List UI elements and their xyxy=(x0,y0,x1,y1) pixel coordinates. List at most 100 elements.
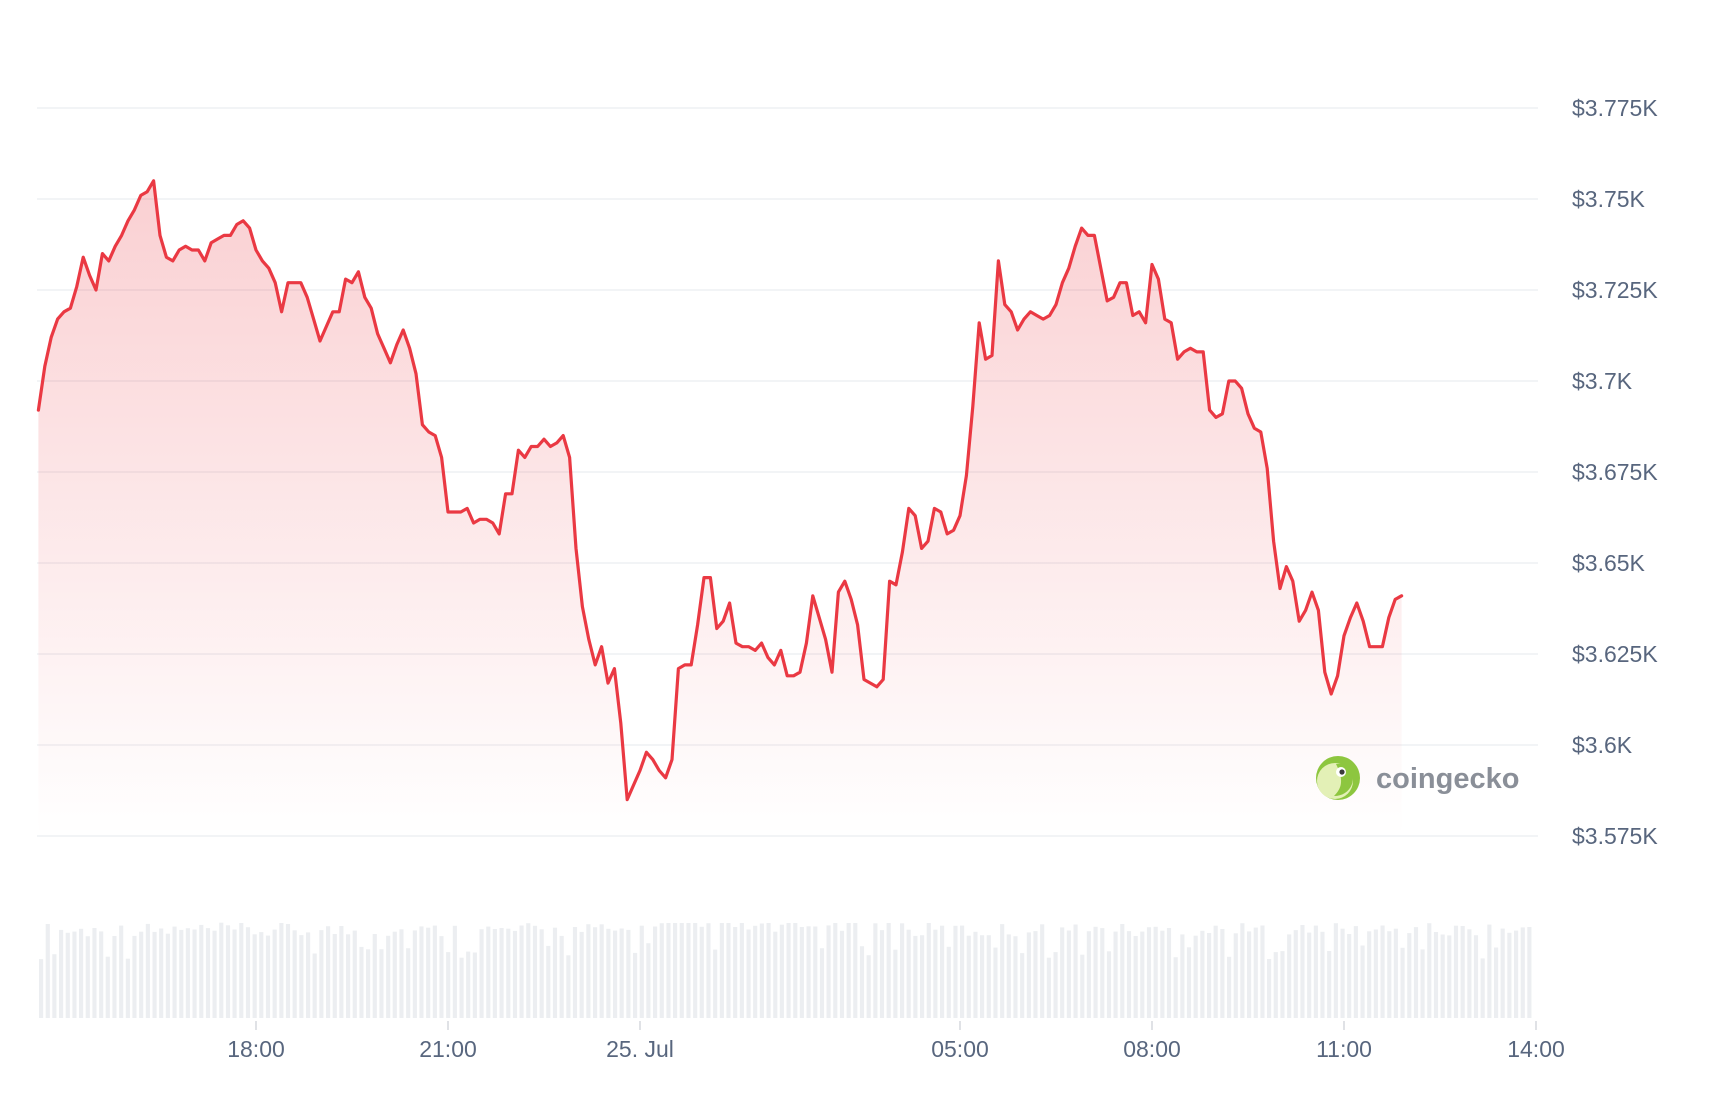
volume-bar xyxy=(599,924,604,1018)
volume-bar xyxy=(212,930,217,1018)
volume-bar xyxy=(1080,954,1085,1018)
volume-bar xyxy=(1407,933,1412,1018)
volume-bar xyxy=(833,923,838,1018)
volume-bar xyxy=(1106,951,1112,1018)
volume-bar xyxy=(793,923,798,1018)
volume-bar xyxy=(1333,923,1338,1018)
volume-bar xyxy=(719,923,724,1018)
volume-bar xyxy=(826,925,831,1018)
volume-bar xyxy=(1507,932,1512,1018)
volume-bar xyxy=(265,935,271,1018)
y-tick-label: $3.7K xyxy=(1572,368,1633,394)
x-tick-label: 05:00 xyxy=(931,1036,989,1062)
volume-bar xyxy=(839,930,845,1018)
volume-bar xyxy=(439,936,444,1018)
volume-bar xyxy=(773,931,778,1018)
volume-bar xyxy=(1000,924,1005,1018)
y-tick-label: $3.625K xyxy=(1572,641,1658,667)
volume-bar xyxy=(539,929,544,1018)
volume-bar xyxy=(886,923,891,1018)
volume-bar xyxy=(399,929,404,1018)
volume-bar xyxy=(679,923,684,1018)
volume-bar xyxy=(512,930,518,1018)
volume-bar xyxy=(125,958,130,1018)
volume-bar xyxy=(179,929,184,1018)
volume-bar xyxy=(1387,931,1392,1018)
volume-bar xyxy=(72,931,77,1018)
volume-bar xyxy=(1440,934,1445,1018)
volume-bar xyxy=(119,925,124,1018)
volume-bar xyxy=(1360,945,1365,1018)
y-axis-ticks: $3.775K $3.75K $3.725K $3.7K $3.675K $3.65K $3… xyxy=(1572,95,1658,849)
volume-bar xyxy=(866,955,871,1018)
volume-bar xyxy=(252,934,257,1018)
volume-bar xyxy=(546,945,551,1018)
x-tick-label: 14:00 xyxy=(1507,1036,1565,1062)
volume-bar xyxy=(933,929,938,1018)
volume-bar xyxy=(806,926,811,1018)
volume-bar xyxy=(1046,957,1051,1018)
volume-bar xyxy=(1160,930,1165,1018)
volume-bar xyxy=(1487,924,1492,1018)
volume-bar xyxy=(452,925,457,1018)
volume-bar xyxy=(412,930,417,1018)
volume-bar xyxy=(940,925,945,1018)
volume-bar xyxy=(579,931,584,1018)
volume-bar xyxy=(99,931,104,1018)
volume-bar xyxy=(392,931,397,1018)
volume-bar xyxy=(139,931,144,1018)
volume-bar xyxy=(746,929,751,1018)
volume-bar xyxy=(39,959,44,1018)
volume-bar xyxy=(459,957,464,1018)
volume-bar xyxy=(759,923,764,1018)
volume-bar xyxy=(859,946,865,1018)
volume-bar xyxy=(973,931,978,1018)
volume-bar xyxy=(879,930,885,1018)
volume-bar xyxy=(1393,928,1398,1018)
volume-bar xyxy=(1220,929,1225,1018)
volume-bar xyxy=(1280,951,1285,1018)
volume-bar xyxy=(713,949,718,1018)
volume-bar xyxy=(739,923,744,1018)
volume-bar xyxy=(159,928,164,1018)
volume-bar xyxy=(526,923,531,1018)
y-tick-label: $3.725K xyxy=(1572,277,1658,303)
price-line[interactable] xyxy=(36,179,1404,802)
volume-bar xyxy=(1494,947,1499,1018)
volume-bar xyxy=(339,926,344,1018)
volume-bar xyxy=(846,923,851,1018)
volume-bar xyxy=(272,929,277,1018)
volume-bar xyxy=(59,929,64,1018)
volume-bar xyxy=(1153,926,1158,1018)
volume-bar xyxy=(920,935,925,1018)
volume-bar xyxy=(519,925,524,1018)
volume-bar xyxy=(559,935,564,1018)
volume-bar xyxy=(379,949,384,1018)
volume-bar xyxy=(1247,931,1252,1018)
y-tick-label: $3.6K xyxy=(1572,732,1633,758)
volume-bar xyxy=(1120,924,1125,1018)
volume-bar xyxy=(259,932,264,1018)
volume-bar xyxy=(1240,923,1245,1018)
volume-bar xyxy=(900,923,905,1018)
volume-bar xyxy=(1006,934,1011,1018)
volume-bar xyxy=(1093,926,1098,1018)
volume-bar xyxy=(199,924,204,1018)
volume-bar xyxy=(105,956,110,1018)
volume-bar xyxy=(706,923,711,1018)
volume-bar xyxy=(626,929,631,1018)
x-tick-label: 21:00 xyxy=(419,1036,477,1062)
volume-bar xyxy=(1086,931,1091,1018)
volume-bar xyxy=(1320,931,1325,1018)
volume-bar xyxy=(1307,932,1312,1018)
watermark-text: coingecko xyxy=(1376,763,1519,795)
volume-bar xyxy=(873,923,878,1018)
volume-bar xyxy=(372,934,377,1018)
volume-bar xyxy=(1400,947,1405,1018)
volume-bar xyxy=(466,951,471,1018)
volume-bar xyxy=(1500,928,1505,1018)
volume-bar xyxy=(1433,932,1439,1018)
volume-bar xyxy=(65,932,70,1018)
volume-bar xyxy=(1253,927,1258,1018)
x-tick-label: 08:00 xyxy=(1123,1036,1181,1062)
